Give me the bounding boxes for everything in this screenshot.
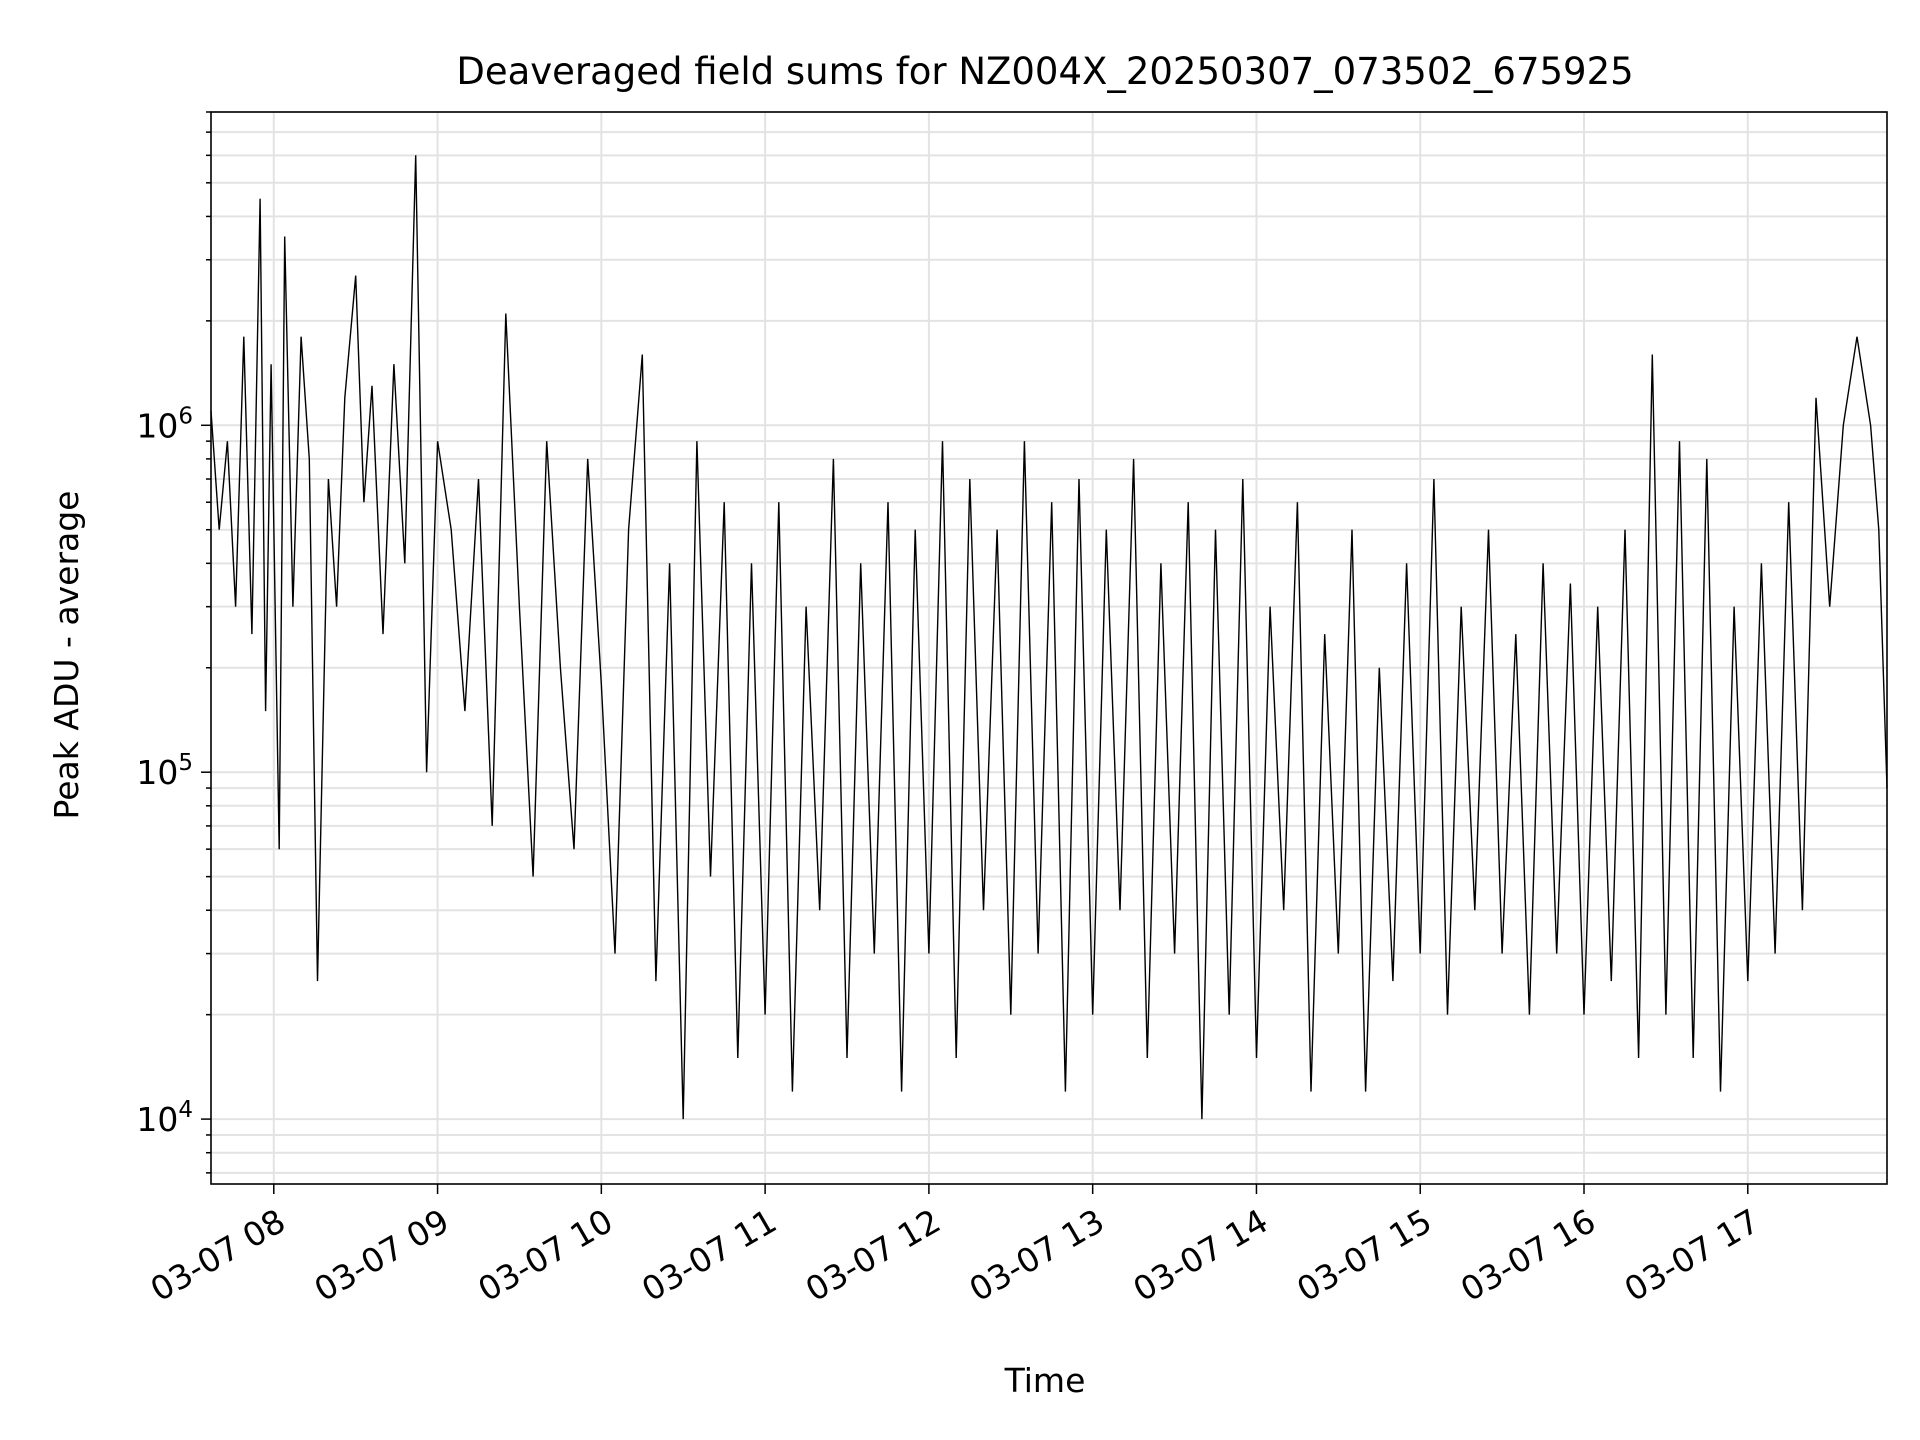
data-layer [210, 155, 1888, 1120]
y-axis-label: Peak ADU - average [47, 491, 86, 820]
chart-title: Deaveraged field sums for NZ004X_2025030… [456, 50, 1633, 93]
plot-frame [210, 111, 1888, 1185]
y-tick-label: 104 [136, 1097, 193, 1139]
y-tick-label: 106 [136, 403, 193, 445]
series-line-0 [210, 155, 1888, 1120]
y-axis: 104 105 106 [136, 111, 211, 1174]
y-tick-label: 105 [136, 750, 193, 792]
x-axis-label: Time [1004, 1361, 1086, 1400]
